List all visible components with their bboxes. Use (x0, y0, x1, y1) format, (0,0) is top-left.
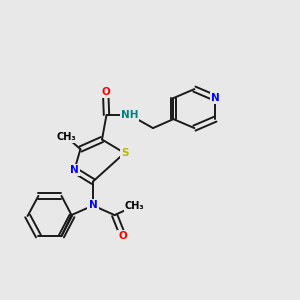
Text: N: N (70, 165, 79, 175)
Text: CH₃: CH₃ (57, 132, 76, 142)
Text: CH₃: CH₃ (124, 201, 144, 211)
Text: O: O (118, 231, 127, 241)
Text: O: O (101, 86, 110, 97)
Text: N: N (211, 93, 220, 103)
Text: N: N (88, 200, 98, 211)
Text: NH: NH (121, 110, 138, 120)
Text: S: S (121, 148, 128, 158)
